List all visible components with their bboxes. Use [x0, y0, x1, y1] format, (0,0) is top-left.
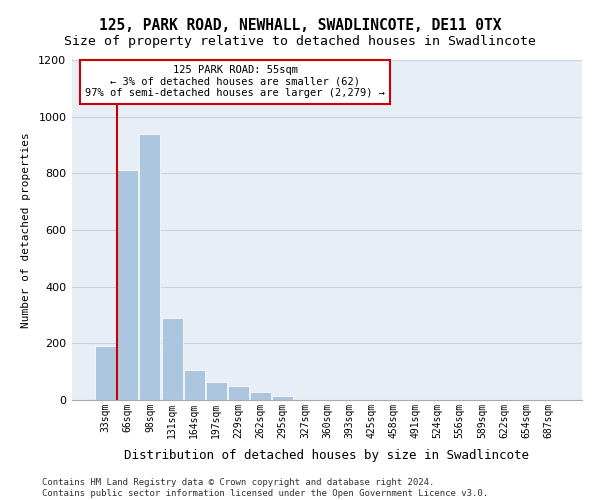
Bar	[184, 370, 205, 400]
Bar	[139, 134, 160, 400]
Bar	[118, 170, 139, 400]
Bar	[206, 382, 227, 400]
Bar	[228, 386, 249, 400]
Text: Contains HM Land Registry data © Crown copyright and database right 2024.
Contai: Contains HM Land Registry data © Crown c…	[42, 478, 488, 498]
Text: Size of property relative to detached houses in Swadlincote: Size of property relative to detached ho…	[64, 35, 536, 48]
X-axis label: Distribution of detached houses by size in Swadlincote: Distribution of detached houses by size …	[125, 449, 530, 462]
Bar	[272, 396, 293, 400]
Bar	[161, 318, 182, 400]
Text: 125 PARK ROAD: 55sqm
← 3% of detached houses are smaller (62)
97% of semi-detach: 125 PARK ROAD: 55sqm ← 3% of detached ho…	[85, 65, 385, 98]
Y-axis label: Number of detached properties: Number of detached properties	[22, 132, 31, 328]
Bar	[250, 392, 271, 400]
Bar	[95, 346, 116, 400]
Text: 125, PARK ROAD, NEWHALL, SWADLINCOTE, DE11 0TX: 125, PARK ROAD, NEWHALL, SWADLINCOTE, DE…	[99, 18, 501, 32]
